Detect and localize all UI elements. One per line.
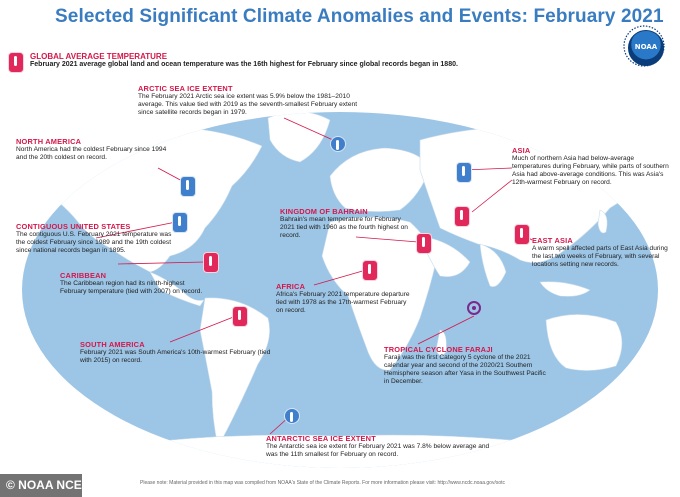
asia-leader <box>471 179 513 213</box>
asia-north-cold-thermometer-icon <box>456 162 472 183</box>
north-america-heading: NORTH AMERICA <box>16 137 82 146</box>
bahrain-text: Bahrain's mean temperature for February … <box>280 216 408 239</box>
page-title: Selected Significant Climate Anomalies a… <box>55 6 664 27</box>
antarctic-annotation: ANTARCTIC SEA ICE EXTENT The Antarctic s… <box>266 434 496 459</box>
arctic-text: The February 2021 Arctic sea ice extent … <box>138 93 358 116</box>
faraji-text: Faraji was the first Category 5 cyclone … <box>384 354 546 385</box>
asia-north-leader <box>463 167 513 171</box>
arctic-leader <box>283 117 334 141</box>
caribbean-annotation: CARIBBEAN The Caribbean region had its n… <box>60 271 208 296</box>
africa-landmass <box>321 216 437 371</box>
southeast-asia-islands <box>539 281 591 297</box>
greenland <box>267 112 331 163</box>
leader-lines <box>95 117 533 435</box>
madagascar <box>435 329 447 356</box>
south-america-warm-thermometer-icon <box>232 306 248 327</box>
noaa-logo: NOAA <box>628 30 664 66</box>
asia-heading: ASIA <box>512 146 531 155</box>
contiguous-us-text: The contiguous U.S. February 2021 temper… <box>16 231 172 254</box>
arctic-sea-ice-icon <box>330 136 346 152</box>
australia-landmass <box>545 314 623 371</box>
east-asia-text: A warm spell affected parts of East Asia… <box>532 245 668 268</box>
bahrain-leader <box>355 236 419 243</box>
global-text: February 2021 average global land and oc… <box>30 61 458 68</box>
contiguous-us-leader <box>95 221 177 239</box>
antarctic-sea-ice-icon <box>284 408 300 424</box>
antarctic-heading: ANTARCTIC SEA ICE EXTENT <box>266 434 376 443</box>
footer-note: Please note: Material provided in this m… <box>140 480 506 486</box>
cyclone-icon <box>467 301 481 315</box>
caribbean-warm-thermometer-icon <box>203 252 219 273</box>
global-heading: GLOBAL AVERAGE TEMPERATURE <box>30 52 168 61</box>
new-zealand <box>638 371 644 393</box>
bahrain-annotation: KINGDOM OF BAHRAIN Bahrain's mean temper… <box>280 207 416 240</box>
central-america-landmass <box>149 271 205 307</box>
credit-background <box>0 474 82 497</box>
faraji-leader <box>417 315 475 345</box>
caribbean-text: The Caribbean region had its ninth-highe… <box>60 280 203 295</box>
arabia-india-landmass <box>419 235 507 287</box>
faraji-heading: TROPICAL CYCLONE FARAJI <box>384 345 493 354</box>
contiguous-us-annotation: CONTIGUOUS UNITED STATES The contiguous … <box>16 222 176 255</box>
east-asia-heading: EAST ASIA <box>532 236 573 245</box>
south-america-leader <box>169 315 237 343</box>
bahrain-warm-thermometer-icon <box>416 233 432 254</box>
antarctic-text: The Antarctic sea ice extent for Februar… <box>266 443 490 458</box>
contiguous-us-cold-thermometer-icon <box>172 212 188 233</box>
japan <box>597 209 608 234</box>
bahrain-heading: KINGDOM OF BAHRAIN <box>280 207 368 216</box>
asia-text: Much of northern Asia had below-average … <box>512 155 669 186</box>
arctic-annotation: ARCTIC SEA ICE EXTENT The February 2021 … <box>138 84 366 117</box>
global-warm-thermometer-icon <box>8 52 24 73</box>
africa-warm-thermometer-icon <box>362 260 378 281</box>
noaa-logo-text: NOAA <box>634 43 658 51</box>
global-average-temperature-box: GLOBAL AVERAGE TEMPERATURE February 2021… <box>8 52 480 73</box>
east-asia-annotation: EAST ASIA A warm spell affected parts of… <box>532 236 672 269</box>
europe-landmass <box>329 147 431 212</box>
asia-south-warm-thermometer-icon <box>454 206 470 227</box>
africa-leader <box>313 269 367 286</box>
africa-annotation: AFRICA Africa's February 2021 temperatur… <box>276 282 412 315</box>
asia-annotation: ASIA Much of northern Asia had below-ave… <box>512 146 674 187</box>
arctic-heading: ARCTIC SEA ICE EXTENT <box>138 84 233 93</box>
south-america-text: February 2021 was South America's 10th-w… <box>80 349 271 364</box>
africa-text: Africa's February 2021 temperature depar… <box>276 291 410 314</box>
east-asia-warm-thermometer-icon <box>514 224 530 245</box>
north-america-text: North America had the coldest February s… <box>16 146 167 161</box>
caribbean-leader <box>117 261 205 265</box>
credit-label: © NOAA NCEI <box>6 478 86 492</box>
south-america-heading: SOUTH AMERICA <box>80 340 145 349</box>
caribbean-heading: CARIBBEAN <box>60 271 107 280</box>
north-america-cold-thermometer-icon <box>180 176 196 197</box>
noaa-logo-ring <box>623 25 665 67</box>
north-america-leader <box>157 167 185 183</box>
faraji-annotation: TROPICAL CYCLONE FARAJI Faraji was the f… <box>384 345 548 386</box>
north-america-annotation: NORTH AMERICA North America had the cold… <box>16 137 174 162</box>
contiguous-us-heading: CONTIGUOUS UNITED STATES <box>16 222 131 231</box>
africa-heading: AFRICA <box>276 282 306 291</box>
south-america-annotation: SOUTH AMERICA February 2021 was South Am… <box>80 340 276 365</box>
south-america-landmass <box>199 297 270 447</box>
